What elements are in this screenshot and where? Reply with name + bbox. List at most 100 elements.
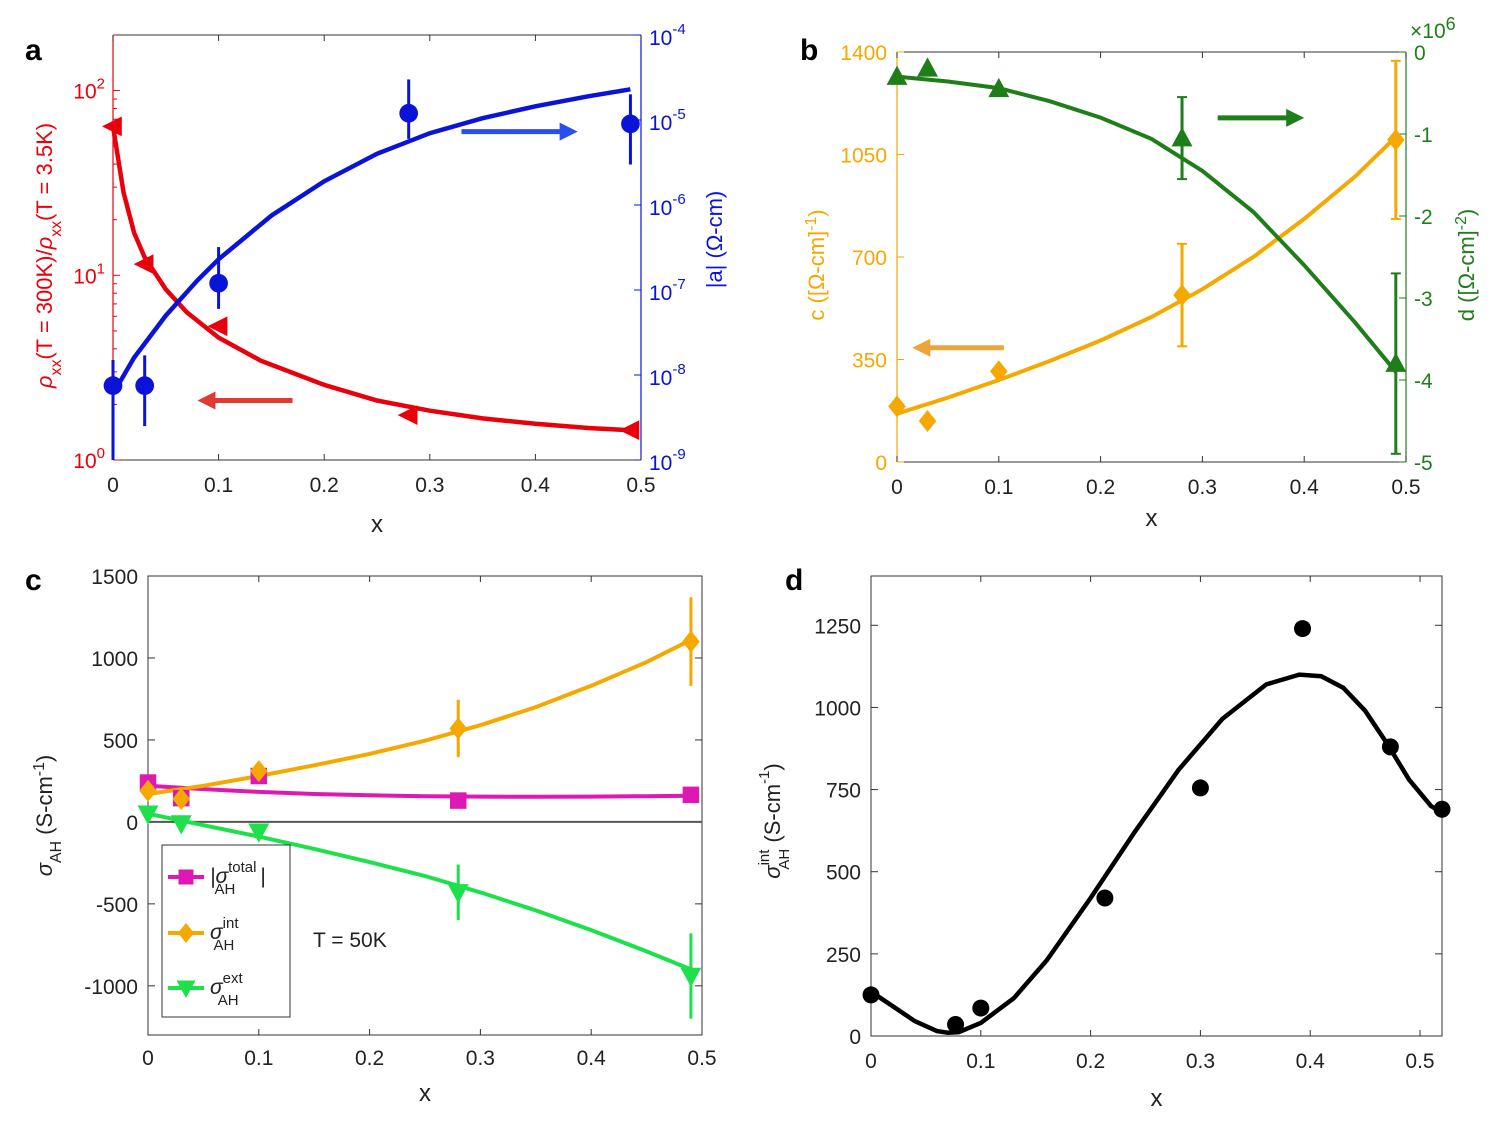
panel-label-c: c <box>25 564 42 597</box>
data-point <box>947 1016 965 1033</box>
data-point <box>1171 127 1193 147</box>
legend-marker <box>178 869 194 885</box>
legend-label: σext AH <box>210 970 244 1009</box>
fit-line <box>110 126 631 433</box>
data-point <box>1191 779 1209 797</box>
y-tick-label-right: -5 <box>1414 452 1433 475</box>
data-point <box>135 376 155 395</box>
arrow-head <box>912 338 931 357</box>
data-point <box>862 986 880 1004</box>
panel-c: c 0 0.1 0.2 0.3 0.4 0.5 x -1000 -500 0 500 1000 1500 σ… <box>25 564 717 1107</box>
x-tick-label: 0.3 <box>1186 1050 1215 1073</box>
data-point <box>886 65 908 85</box>
data-point <box>250 760 268 783</box>
y-tick-label-left: 700 <box>852 247 887 270</box>
y-axis-label-left: ρxx(T = 300K)/ρxx(T = 3.5K) <box>32 123 65 389</box>
x-tick-label: 0.5 <box>1405 1050 1434 1073</box>
y-tick-label-right: 0 <box>1414 42 1426 65</box>
x-tick-label: 0.2 <box>355 1047 384 1070</box>
y-tick-label: 750 <box>826 780 861 803</box>
data-point <box>1381 738 1399 756</box>
y-tick-label-right: 10-4 <box>649 21 686 50</box>
data-point <box>1387 128 1405 151</box>
data-point <box>133 254 154 274</box>
data-point <box>621 114 640 134</box>
data-point <box>137 805 159 825</box>
x-tick-label: 0.2 <box>310 474 339 497</box>
data-point <box>1294 620 1312 638</box>
y-tick-label: 0 <box>126 812 138 835</box>
data-point <box>682 630 700 653</box>
arrow <box>912 338 1004 357</box>
data-point <box>917 57 938 77</box>
panel-d: d 0 0.1 0.2 0.3 0.4 0.5 x 0 250 500 750 1000 1250 σint… <box>756 564 1451 1112</box>
x-tick-label: 0.3 <box>1188 476 1217 499</box>
arrow <box>1217 108 1305 127</box>
y-tick-label-right: 10-9 <box>649 446 686 475</box>
y-tick-label-right: -4 <box>1414 370 1433 393</box>
x-axis-label: x <box>371 511 383 538</box>
plot-frame <box>870 575 1443 1037</box>
x-tick-label: 0.1 <box>984 476 1013 499</box>
data-point <box>1096 889 1114 907</box>
y-tick-label-left: 101 <box>73 260 105 288</box>
data-point <box>397 405 418 426</box>
y-tick-label-left: 1050 <box>840 145 887 168</box>
y-axis-label-right: d ([Ω-cm]-2) <box>1453 209 1480 321</box>
x-tick-label: 0.1 <box>204 474 233 497</box>
x-axis-label: x <box>1146 505 1158 532</box>
y-axis-label-right: |a| (Ω-cm) <box>702 191 727 289</box>
legend-marker <box>178 923 194 943</box>
panel-label-b: b <box>800 34 818 67</box>
fit-line <box>896 74 1398 374</box>
arrow <box>461 122 578 141</box>
right-axis-multiplier: ×106 <box>1410 14 1456 43</box>
x-tick-label: 0.5 <box>1391 476 1420 499</box>
y-axis-label: σint AH (S-cm-1) <box>756 763 793 878</box>
data-point <box>449 717 468 740</box>
y-tick-label: 1500 <box>91 566 138 589</box>
data-point <box>888 395 906 418</box>
y-tick-label-right: 10-7 <box>649 276 686 305</box>
data-point <box>972 999 990 1017</box>
y-axis-label: σAH (S-cm-1) <box>31 755 65 876</box>
data-point <box>619 420 640 441</box>
y-tick-label-right: -1 <box>1414 124 1433 147</box>
y-tick-label: 1250 <box>814 615 861 638</box>
arrow-head <box>559 122 578 141</box>
arrow-head <box>197 391 216 410</box>
fit-line <box>869 672 1444 1035</box>
x-tick-label: 0.5 <box>626 474 655 497</box>
y-tick-label: 500 <box>103 730 138 753</box>
y-tick-label-right: -2 <box>1414 206 1433 229</box>
x-tick-label: 0.2 <box>1076 1050 1105 1073</box>
data-point <box>447 884 469 904</box>
x-tick-label: 0 <box>865 1050 877 1073</box>
data-point <box>990 360 1008 383</box>
x-tick-label: 0.4 <box>577 1047 607 1070</box>
x-tick-label: 0 <box>107 474 119 497</box>
arrow <box>197 391 293 410</box>
legend: |σtotal AH| σint AH σext AH <box>161 844 291 1018</box>
data-point <box>207 316 228 337</box>
x-tick-label: 0.5 <box>687 1047 716 1070</box>
y-tick-label-left: 102 <box>73 76 105 104</box>
x-tick-label: 0.4 <box>521 474 551 497</box>
data-point <box>918 410 937 432</box>
data-point <box>139 779 157 802</box>
panel-label-d: d <box>785 564 803 597</box>
arrow-head <box>1286 108 1305 127</box>
x-axis-label: x <box>1151 1085 1163 1112</box>
x-tick-label: 0.3 <box>415 474 444 497</box>
data-point <box>680 967 702 987</box>
fit-line <box>147 638 692 796</box>
data-point <box>209 273 228 293</box>
panel-b: b 0 0.1 0.2 0.3 0.4 0.5 x 0 350 700 1050 1400 0 -1 -2 -3… <box>800 14 1479 532</box>
panel-label-a: a <box>25 34 42 67</box>
x-tick-label: 0.4 <box>1296 1050 1326 1073</box>
data-point <box>988 77 1010 98</box>
y-tick-label: 500 <box>826 862 861 885</box>
data-point <box>1385 352 1407 372</box>
temperature-annotation: T = 50K <box>313 929 387 952</box>
